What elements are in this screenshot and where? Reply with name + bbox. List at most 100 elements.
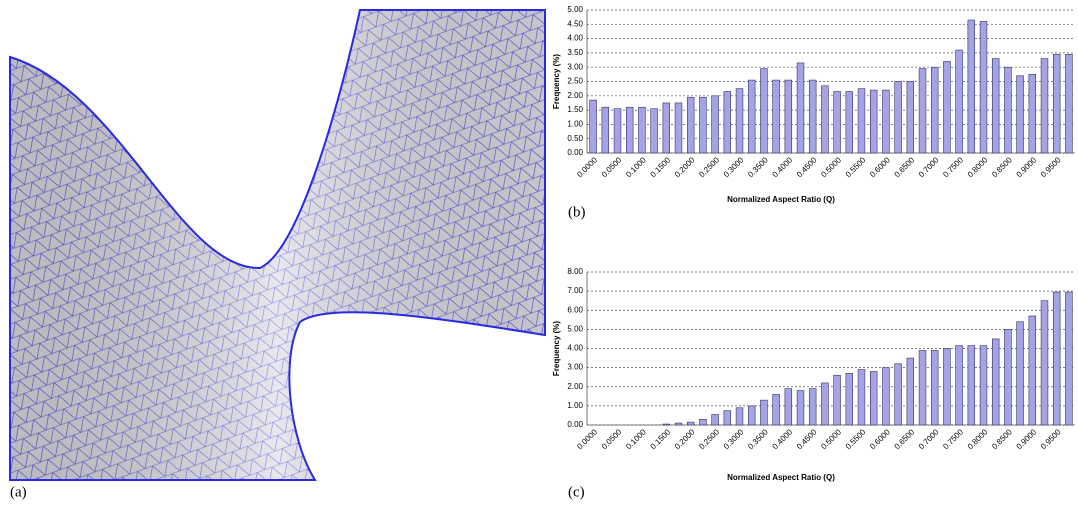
bar bbox=[1028, 74, 1037, 154]
x-tick-label: 0.9500 bbox=[1039, 427, 1063, 451]
x-tick-label: 0.0000 bbox=[575, 155, 599, 179]
x-tick-label: 0.5500 bbox=[844, 155, 868, 179]
bar bbox=[638, 106, 646, 154]
bar bbox=[1016, 75, 1024, 154]
bar bbox=[723, 410, 732, 426]
y-tick-label: 3.00 bbox=[567, 363, 583, 372]
y-tick-label: 8.00 bbox=[567, 267, 583, 276]
y-tick-label: 2.00 bbox=[567, 382, 583, 391]
bar bbox=[1040, 58, 1049, 154]
bar bbox=[857, 369, 866, 426]
x-tick-label: 0.0500 bbox=[600, 427, 624, 451]
bar bbox=[906, 81, 915, 154]
bar bbox=[796, 390, 805, 426]
bar bbox=[686, 96, 695, 154]
bar bbox=[979, 345, 988, 426]
bar bbox=[1004, 329, 1012, 426]
bar bbox=[808, 79, 817, 154]
y-tick-label: 2.50 bbox=[567, 77, 583, 86]
bar bbox=[1065, 54, 1073, 154]
x-tick-label: 0.7500 bbox=[941, 155, 965, 179]
bar bbox=[1052, 291, 1061, 426]
bar bbox=[1004, 66, 1012, 154]
bar bbox=[833, 91, 841, 154]
bar bbox=[589, 99, 597, 154]
y-axis-label: Frequency (%) bbox=[552, 54, 561, 109]
panel-label: (a) bbox=[10, 484, 27, 500]
y-tick-label: 0.00 bbox=[567, 420, 583, 429]
bar bbox=[747, 405, 756, 426]
bar bbox=[857, 88, 866, 154]
x-tick-label: 0.9000 bbox=[1015, 427, 1039, 451]
x-tick-label: 0.6000 bbox=[868, 155, 892, 179]
x-tick-label: 0.5000 bbox=[819, 155, 843, 179]
y-tick-label: 6.00 bbox=[567, 305, 583, 314]
bar bbox=[760, 68, 768, 154]
bar bbox=[930, 66, 939, 154]
x-axis-label: Normalized Aspect Ratio (Q) bbox=[727, 195, 835, 204]
x-tick-label: 0.1500 bbox=[649, 155, 673, 179]
x-tick-label: 0.3500 bbox=[746, 155, 770, 179]
x-tick-label: 0.2000 bbox=[673, 427, 697, 451]
x-tick-label: 0.3000 bbox=[722, 427, 746, 451]
y-tick-label: 2.00 bbox=[567, 91, 583, 100]
x-tick-label: 0.3000 bbox=[722, 155, 746, 179]
bar bbox=[711, 414, 719, 426]
x-tick-label: 0.0000 bbox=[575, 427, 599, 451]
y-tick-label: 0.00 bbox=[567, 148, 583, 157]
x-tick-label: 0.4000 bbox=[771, 155, 795, 179]
x-tick-label: 0.1500 bbox=[649, 427, 673, 451]
x-tick-label: 0.4500 bbox=[795, 155, 819, 179]
bar bbox=[845, 91, 854, 154]
x-tick-label: 0.1000 bbox=[624, 427, 648, 451]
bar bbox=[699, 418, 707, 426]
bar bbox=[833, 374, 841, 426]
y-tick-label: 5.00 bbox=[567, 324, 583, 333]
x-tick-label: 0.2500 bbox=[697, 155, 721, 179]
x-tick-label: 0.7000 bbox=[917, 155, 941, 179]
bar bbox=[747, 79, 756, 154]
x-tick-label: 0.8500 bbox=[990, 427, 1014, 451]
bar bbox=[674, 102, 683, 154]
y-tick-label: 3.00 bbox=[567, 62, 583, 71]
x-tick-label: 0.1000 bbox=[624, 155, 648, 179]
y-tick-label: 1.50 bbox=[567, 105, 583, 114]
x-tick-label: 0.8000 bbox=[966, 155, 990, 179]
bar bbox=[967, 19, 976, 154]
panel-label: (b) bbox=[568, 204, 586, 220]
bar bbox=[711, 95, 719, 154]
x-tick-label: 0.2500 bbox=[697, 427, 721, 451]
x-tick-label: 0.6500 bbox=[893, 427, 917, 451]
bar bbox=[821, 85, 829, 154]
x-tick-label: 0.9000 bbox=[1015, 155, 1039, 179]
bar bbox=[686, 421, 695, 426]
bar bbox=[662, 423, 671, 426]
bar bbox=[894, 81, 902, 154]
x-tick-label: 0.6500 bbox=[893, 155, 917, 179]
x-tick-label: 0.0500 bbox=[600, 155, 624, 179]
bar bbox=[625, 106, 634, 154]
x-tick-label: 0.8500 bbox=[990, 155, 1014, 179]
bar bbox=[943, 348, 951, 426]
bar bbox=[784, 388, 793, 426]
y-tick-label: 5.00 bbox=[567, 5, 583, 14]
y-axis-label: Frequency (%) bbox=[552, 321, 561, 376]
y-tick-label: 1.00 bbox=[567, 120, 583, 129]
bar bbox=[662, 102, 671, 154]
bar bbox=[735, 407, 744, 426]
y-tick-label: 4.50 bbox=[567, 19, 583, 28]
bar bbox=[808, 388, 817, 426]
bar bbox=[699, 96, 707, 154]
bar bbox=[723, 91, 732, 154]
bar bbox=[869, 371, 878, 426]
bar bbox=[943, 61, 951, 154]
x-tick-label: 0.5000 bbox=[819, 427, 843, 451]
mesh-image bbox=[9, 9, 546, 481]
x-tick-label: 0.7000 bbox=[917, 427, 941, 451]
bar bbox=[674, 422, 683, 426]
x-tick-label: 0.4000 bbox=[771, 427, 795, 451]
bar bbox=[796, 62, 805, 154]
bar bbox=[979, 21, 988, 154]
x-tick-label: 0.7500 bbox=[941, 427, 965, 451]
bar bbox=[955, 345, 963, 426]
